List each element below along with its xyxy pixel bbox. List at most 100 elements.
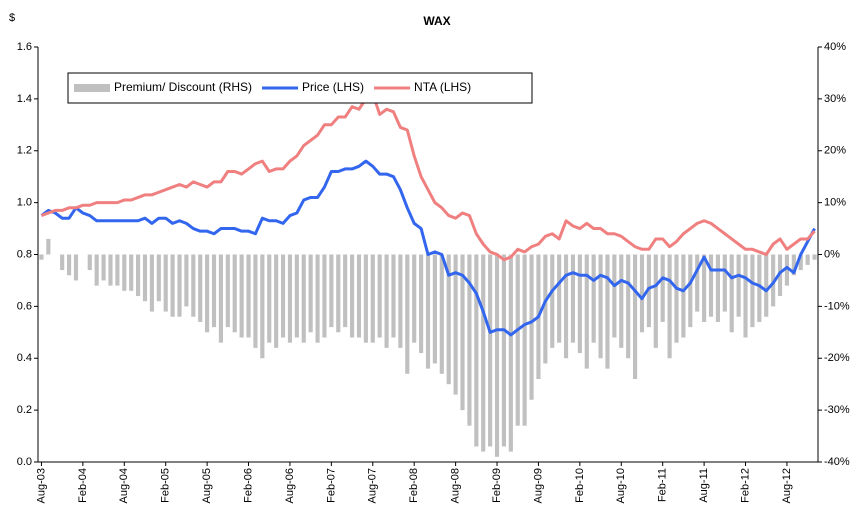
bar	[218, 254, 223, 343]
x-tick-label: Feb-04	[77, 468, 89, 503]
bar	[515, 254, 520, 426]
bar	[598, 254, 603, 359]
bar	[543, 254, 548, 364]
bar	[812, 254, 817, 260]
bar	[377, 254, 382, 338]
x-tick-label: Aug-06	[284, 468, 296, 503]
bar	[743, 254, 748, 338]
bar	[715, 254, 720, 322]
x-tick-label: Aug-07	[367, 468, 379, 503]
bar	[363, 254, 368, 343]
bar	[557, 254, 562, 343]
bar	[260, 254, 265, 359]
bar	[577, 254, 582, 354]
bar	[453, 254, 458, 395]
bar	[702, 254, 707, 322]
y-tick-label: 0.8	[17, 248, 32, 260]
bar	[736, 254, 741, 317]
bar	[570, 254, 576, 343]
bar	[522, 254, 527, 426]
bar	[115, 254, 120, 286]
bar	[757, 254, 762, 322]
x-tick-label: Feb-12	[739, 468, 751, 503]
bar	[563, 254, 569, 359]
bar	[129, 254, 134, 291]
bar	[722, 254, 727, 312]
y2-tick-label: -20%	[824, 352, 850, 364]
bar	[191, 254, 196, 317]
bar	[39, 254, 44, 260]
bar	[232, 254, 237, 333]
bar	[674, 254, 679, 343]
bar	[660, 254, 665, 322]
bar	[211, 254, 217, 328]
bar	[94, 254, 99, 286]
bar	[764, 254, 769, 317]
y-tick-label: 0.4	[17, 352, 32, 364]
bar	[798, 254, 803, 271]
line	[40, 159, 816, 337]
y-tick-label: 1.6	[17, 41, 32, 53]
bar	[550, 254, 555, 348]
bar	[419, 254, 424, 354]
x-tick-label: Feb-06	[242, 468, 254, 503]
bar	[142, 254, 148, 302]
bar	[205, 254, 210, 333]
bar	[246, 254, 251, 338]
y2-tick-label: 0%	[824, 248, 840, 260]
bar	[350, 254, 355, 338]
bar	[136, 254, 141, 296]
bar	[467, 254, 472, 426]
bar	[584, 254, 589, 369]
y-tick-label: 1.4	[17, 93, 32, 105]
bar	[446, 254, 451, 385]
x-tick-label: Aug-05	[201, 468, 213, 503]
bar	[177, 254, 182, 317]
bar	[122, 254, 127, 291]
bar	[508, 254, 513, 452]
x-tick-label: Feb-08	[408, 468, 420, 503]
x-tick-label: Aug-11	[698, 468, 710, 503]
bar	[405, 254, 410, 374]
bar	[156, 254, 161, 302]
y-tick-label: 0.6	[17, 300, 32, 312]
bar	[391, 254, 396, 338]
bar	[653, 254, 658, 348]
y-tick-label: 1.0	[17, 197, 32, 209]
bar	[619, 254, 624, 348]
bar	[695, 254, 700, 312]
bar	[73, 254, 79, 281]
bar	[494, 254, 500, 457]
bar	[398, 254, 403, 348]
bar	[225, 254, 230, 328]
bar	[322, 254, 327, 338]
y2-tick-label: -30%	[824, 404, 850, 416]
bar	[274, 254, 279, 348]
bar	[149, 254, 154, 312]
x-tick-label: Feb-07	[325, 468, 337, 503]
bar	[412, 254, 417, 343]
x-tick-label: Aug-08	[450, 468, 462, 503]
bar	[633, 254, 638, 379]
bar	[163, 254, 168, 312]
bar	[784, 254, 790, 286]
legend-swatch	[74, 84, 110, 92]
y-tick-label: 0.2	[17, 404, 32, 416]
bar	[239, 254, 244, 338]
bar	[688, 254, 693, 328]
x-tick-label: Aug-04	[118, 468, 130, 503]
bar	[612, 254, 617, 338]
x-tick-label: Feb-09	[491, 468, 503, 503]
bar	[198, 254, 203, 322]
bar	[315, 254, 320, 343]
bar	[280, 254, 286, 338]
x-tick-label: Aug-09	[532, 468, 544, 503]
bar	[336, 254, 341, 333]
x-tick-label: Feb-11	[657, 468, 669, 502]
bar	[329, 254, 334, 328]
bar	[356, 254, 362, 338]
bar	[667, 254, 672, 359]
y2-tick-label: 10%	[824, 197, 846, 209]
x-tick-label: Aug-12	[781, 468, 793, 503]
